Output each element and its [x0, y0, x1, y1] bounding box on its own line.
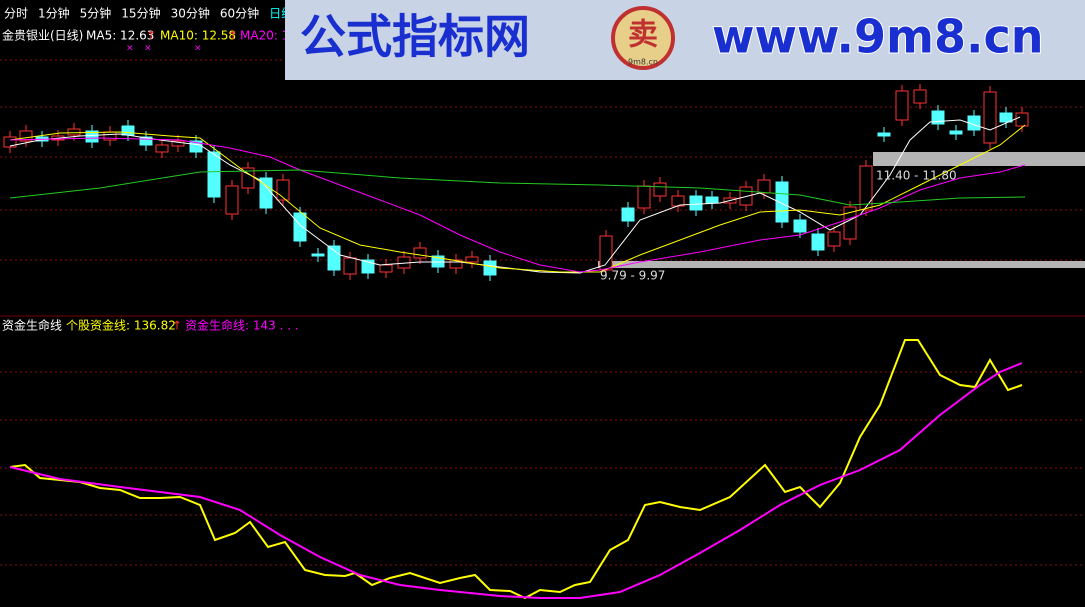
grid — [0, 59, 1085, 566]
candles — [3, 84, 1029, 281]
candle-body — [293, 212, 307, 242]
candle-body — [413, 247, 427, 259]
candle-body — [793, 219, 807, 233]
candle-body — [895, 90, 909, 121]
candle-body — [1015, 112, 1029, 127]
logo-text: 卖 — [628, 18, 658, 53]
candle-body — [139, 136, 153, 146]
candle-body — [343, 257, 357, 275]
candle-body — [67, 128, 81, 136]
candle-body — [621, 207, 635, 222]
band-label: 9.79 - 9.97 — [600, 269, 665, 283]
cross-mark: × — [126, 44, 134, 54]
candle-body — [877, 132, 891, 137]
period-tabs: 分时 1分钟 5分钟 15分钟 30分钟 60分钟 日线 — [4, 6, 293, 21]
candle-body — [599, 235, 613, 271]
ma-line — [9, 169, 1026, 206]
stock-line-label: 个股资金线: 136.82 — [66, 318, 176, 333]
candle-body — [689, 195, 703, 211]
tab[interactable]: 1分钟 — [38, 6, 70, 21]
life-line-label: 资金生命线: 143 . . . — [185, 318, 299, 333]
arrow: ↑ — [146, 29, 156, 43]
candle-body — [85, 130, 99, 143]
tab[interactable]: 60分钟 — [220, 6, 259, 21]
logo — [611, 6, 675, 70]
indicator-line — [9, 339, 1023, 600]
candle-body — [207, 151, 221, 198]
banner — [285, 0, 1085, 80]
candle-body — [999, 112, 1013, 123]
price-band — [598, 261, 1085, 268]
ma10-label: MA10: 12.58 — [160, 29, 236, 43]
tab[interactable]: 30分钟 — [171, 6, 210, 21]
candle-body — [155, 144, 169, 153]
tab[interactable]: 分时 — [4, 7, 28, 21]
candle-body — [983, 91, 997, 144]
candle-body — [705, 196, 719, 204]
indicator-name: 资金生命线 — [2, 318, 62, 333]
candle-body — [931, 110, 945, 125]
ma5-label: MA5: 12.63 — [86, 29, 154, 43]
candle-body — [827, 231, 841, 247]
price-band — [873, 152, 1085, 166]
ma-line — [9, 137, 1026, 273]
stock-name: 金贵银业(日线) — [2, 28, 83, 43]
cross-mark: × — [194, 44, 202, 54]
candle-body — [913, 89, 927, 104]
ma-line — [9, 124, 1026, 273]
candle-body — [19, 130, 33, 142]
candle-body — [449, 259, 463, 269]
tab[interactable]: 15分钟 — [121, 6, 160, 21]
candle-body — [949, 130, 963, 135]
candle-body — [811, 233, 825, 251]
banner-url: www.9m8.cn — [712, 10, 1043, 64]
arrow: ↑ — [172, 319, 182, 333]
banner-title: 公式指标网 — [300, 10, 530, 64]
candle-body — [121, 125, 135, 136]
candle-body — [3, 136, 17, 148]
band-label: 11.40 - 11.80 — [876, 169, 957, 183]
candle-body — [775, 181, 789, 223]
candle-body — [225, 185, 239, 215]
candle-body — [311, 253, 325, 257]
candle-body — [653, 182, 667, 197]
candle-body — [637, 185, 651, 209]
indicator-line — [9, 362, 1023, 599]
candle-body — [859, 165, 873, 211]
candle-body — [465, 256, 479, 263]
lines — [9, 116, 1026, 600]
candle-body — [757, 179, 771, 194]
logo-sub: 9m8.cn — [628, 58, 658, 67]
candle-body — [327, 245, 341, 271]
ma20-label: MA20: 1 — [240, 29, 289, 43]
tab[interactable]: 5分钟 — [80, 6, 112, 21]
arrow: ↑ — [228, 29, 238, 43]
candle-body — [483, 260, 497, 276]
candle-body — [379, 264, 393, 273]
cross-mark: × — [144, 44, 152, 54]
